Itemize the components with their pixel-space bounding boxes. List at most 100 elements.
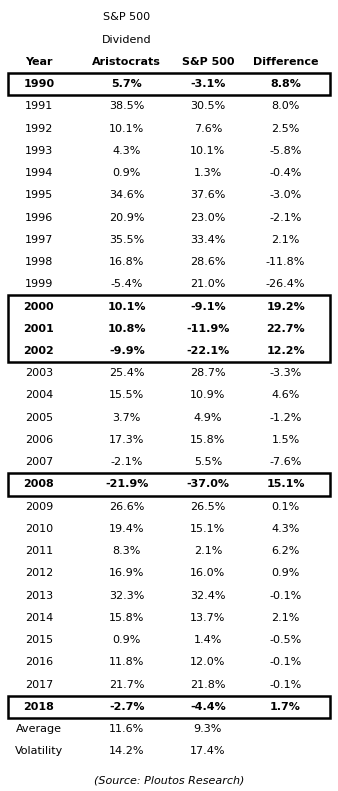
Text: 1993: 1993: [25, 146, 53, 156]
Text: 2001: 2001: [24, 324, 54, 334]
Text: 16.9%: 16.9%: [109, 569, 144, 578]
Text: 1998: 1998: [25, 257, 53, 267]
Text: 2006: 2006: [25, 435, 53, 445]
Text: -3.3%: -3.3%: [269, 369, 302, 378]
Bar: [8, 473, 330, 496]
Text: 30.5%: 30.5%: [190, 101, 225, 112]
Bar: [8, 696, 330, 718]
Text: 10.8%: 10.8%: [107, 324, 146, 334]
Text: 2003: 2003: [25, 369, 53, 378]
Text: 10.1%: 10.1%: [109, 123, 144, 134]
Text: 16.0%: 16.0%: [190, 569, 225, 578]
Text: -3.1%: -3.1%: [190, 79, 225, 89]
Text: 6.2%: 6.2%: [271, 546, 300, 556]
Text: -5.8%: -5.8%: [269, 146, 302, 156]
Text: 1995: 1995: [25, 191, 53, 200]
Text: 17.4%: 17.4%: [190, 747, 226, 756]
Text: 2018: 2018: [23, 702, 54, 712]
Text: -0.5%: -0.5%: [269, 635, 302, 645]
Text: 1997: 1997: [25, 235, 53, 245]
Text: -0.4%: -0.4%: [269, 168, 302, 178]
Text: 1999: 1999: [25, 279, 53, 290]
Text: 15.8%: 15.8%: [190, 435, 225, 445]
Text: 1990: 1990: [23, 79, 54, 89]
Text: 5.5%: 5.5%: [194, 457, 222, 467]
Text: 11.8%: 11.8%: [109, 657, 144, 668]
Text: -4.4%: -4.4%: [190, 702, 226, 712]
Text: 4.3%: 4.3%: [271, 524, 300, 534]
Text: 2005: 2005: [25, 413, 53, 422]
Text: 0.9%: 0.9%: [113, 168, 141, 178]
Text: 1992: 1992: [25, 123, 53, 134]
Text: 2017: 2017: [25, 679, 53, 690]
Text: -2.7%: -2.7%: [109, 702, 145, 712]
Text: 12.2%: 12.2%: [266, 346, 305, 356]
Text: 15.5%: 15.5%: [109, 391, 144, 400]
Text: 35.5%: 35.5%: [109, 235, 144, 245]
Text: -2.1%: -2.1%: [269, 213, 302, 222]
Text: 8.8%: 8.8%: [270, 79, 301, 89]
Text: -9.9%: -9.9%: [109, 346, 145, 356]
Text: 7.6%: 7.6%: [194, 123, 222, 134]
Text: 32.4%: 32.4%: [190, 591, 226, 600]
Text: 2014: 2014: [25, 613, 53, 623]
Text: 34.6%: 34.6%: [109, 191, 144, 200]
Text: 22.7%: 22.7%: [266, 324, 305, 334]
Text: -0.1%: -0.1%: [269, 657, 302, 668]
Text: 38.5%: 38.5%: [109, 101, 144, 112]
Text: -22.1%: -22.1%: [186, 346, 230, 356]
Text: 26.6%: 26.6%: [109, 501, 144, 512]
Text: -7.6%: -7.6%: [269, 457, 302, 467]
Text: -0.1%: -0.1%: [269, 591, 302, 600]
Text: 8.0%: 8.0%: [271, 101, 300, 112]
Text: 9.3%: 9.3%: [194, 724, 222, 734]
Bar: [8, 73, 330, 95]
Text: 28.6%: 28.6%: [190, 257, 226, 267]
Text: 19.4%: 19.4%: [109, 524, 145, 534]
Text: 23.0%: 23.0%: [190, 213, 225, 222]
Text: 2009: 2009: [25, 501, 53, 512]
Text: 2012: 2012: [25, 569, 53, 578]
Text: -26.4%: -26.4%: [266, 279, 305, 290]
Text: 21.8%: 21.8%: [190, 679, 226, 690]
Text: 26.5%: 26.5%: [190, 501, 225, 512]
Text: 2.5%: 2.5%: [271, 123, 300, 134]
Text: 2.1%: 2.1%: [271, 613, 300, 623]
Text: 0.1%: 0.1%: [271, 501, 300, 512]
Text: 0.9%: 0.9%: [271, 569, 300, 578]
Text: S&P 500: S&P 500: [182, 57, 234, 67]
Text: 2013: 2013: [25, 591, 53, 600]
Text: 2008: 2008: [24, 479, 54, 490]
Text: 4.6%: 4.6%: [271, 391, 300, 400]
Text: 21.0%: 21.0%: [190, 279, 225, 290]
Text: -3.0%: -3.0%: [269, 191, 302, 200]
Text: 1.4%: 1.4%: [194, 635, 222, 645]
Text: Year: Year: [25, 57, 53, 67]
Text: 15.1%: 15.1%: [190, 524, 225, 534]
Text: -0.1%: -0.1%: [269, 679, 302, 690]
Text: 20.9%: 20.9%: [109, 213, 145, 222]
Text: 2011: 2011: [25, 546, 53, 556]
Text: 4.9%: 4.9%: [194, 413, 222, 422]
Text: 2016: 2016: [25, 657, 53, 668]
Text: Average: Average: [16, 724, 62, 734]
Text: 1991: 1991: [25, 101, 53, 112]
Text: 33.4%: 33.4%: [190, 235, 225, 245]
Text: 1996: 1996: [25, 213, 53, 222]
Text: 2015: 2015: [25, 635, 53, 645]
Text: 25.4%: 25.4%: [109, 369, 145, 378]
Text: S&P 500: S&P 500: [103, 13, 150, 22]
Text: 10.1%: 10.1%: [107, 301, 146, 312]
Text: (Source: Ploutos Research): (Source: Ploutos Research): [94, 775, 244, 785]
Text: 2.1%: 2.1%: [194, 546, 222, 556]
Text: 2004: 2004: [25, 391, 53, 400]
Text: 28.7%: 28.7%: [190, 369, 226, 378]
Text: 1994: 1994: [25, 168, 53, 178]
Text: Volatility: Volatility: [15, 747, 63, 756]
Text: 21.7%: 21.7%: [109, 679, 145, 690]
Text: Difference: Difference: [253, 57, 318, 67]
Text: 11.6%: 11.6%: [109, 724, 144, 734]
Text: 2000: 2000: [24, 301, 54, 312]
Text: -11.9%: -11.9%: [186, 324, 230, 334]
Text: 16.8%: 16.8%: [109, 257, 144, 267]
